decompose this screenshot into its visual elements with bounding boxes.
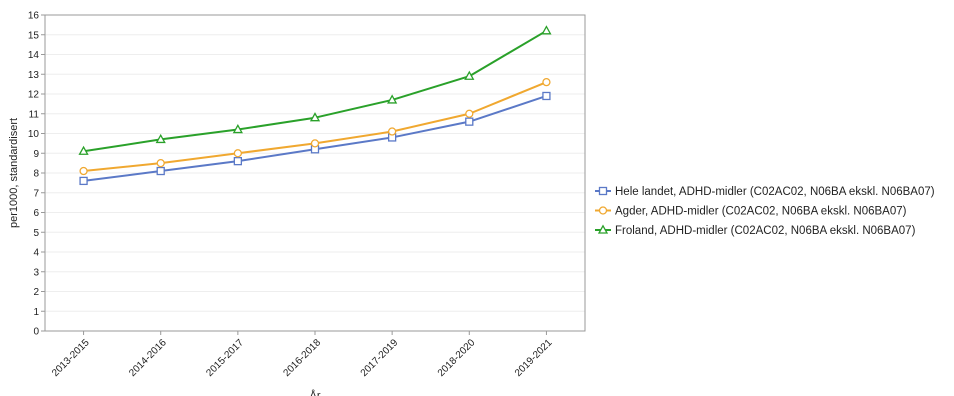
y-tick-label: 3 [33, 267, 39, 278]
y-tick-label: 6 [33, 208, 39, 219]
legend: Hele landet, ADHD-midler (C02AC02, N06BA… [595, 186, 935, 237]
legend-item: Hele landet, ADHD-midler (C02AC02, N06BA… [595, 186, 935, 198]
y-tick-label: 4 [33, 248, 39, 259]
data-point [541, 25, 552, 35]
x-tick-label: 2013-2015 [50, 337, 92, 379]
data-point [78, 145, 89, 155]
data-point [79, 176, 88, 186]
series-3 [78, 25, 552, 155]
x-axis: 2013-2015 2014-2016 2015-2017 2016-2018 2017… [50, 331, 555, 379]
series-layer [78, 25, 552, 186]
y-tick-label: 1 [33, 307, 39, 318]
data-point [79, 166, 88, 176]
x-tick-label: 2017-2019 [359, 337, 401, 379]
y-tick-label: 11 [29, 109, 40, 120]
y-tick-label: 2 [33, 287, 39, 298]
legend-item: Froland, ADHD-midler (C02AC02, N06BA eks… [595, 224, 916, 237]
y-axis-title: per1000, standardisert [8, 118, 20, 228]
data-point [464, 70, 475, 80]
legend-label: Froland, ADHD-midler (C02AC02, N06BA eks… [615, 225, 916, 237]
x-tick-label: 2019-2021 [513, 337, 555, 379]
series-1 [79, 91, 551, 186]
data-point [232, 124, 243, 134]
series-line [83, 95, 547, 182]
legend-swatch-marker [598, 206, 608, 215]
y-tick-label: 13 [28, 70, 40, 81]
legend-label: Agder, ADHD-midler (C02AC02, N06BA ekskl… [615, 206, 907, 218]
y-tick-label: 0 [33, 327, 39, 338]
y-tick-label: 10 [28, 129, 40, 140]
y-tick-label: 5 [33, 228, 39, 239]
data-point [156, 166, 165, 176]
y-tick-label: 15 [28, 30, 40, 41]
y-tick-label: 9 [33, 149, 39, 160]
grid [45, 34, 585, 312]
series-2 [79, 78, 551, 176]
data-point [465, 117, 474, 126]
y-tick-label: 12 [28, 90, 40, 101]
data-point [309, 112, 321, 122]
data-point [310, 139, 320, 148]
x-tick-label: 2015-2017 [204, 337, 246, 379]
series-line [83, 81, 547, 173]
data-point [542, 78, 551, 87]
x-axis-title: År [310, 389, 321, 396]
x-tick-label: 2018-2020 [436, 337, 478, 379]
data-point [156, 158, 165, 168]
data-point [387, 127, 397, 136]
data-point [233, 156, 243, 166]
y-tick-label: 8 [33, 169, 39, 180]
legend-label: Hele landet, ADHD-midler (C02AC02, N06BA… [615, 186, 935, 198]
legend-swatch-marker [598, 186, 608, 196]
legend-swatch-marker [597, 224, 609, 234]
data-point [542, 91, 551, 101]
data-point [155, 133, 166, 144]
legend-item: Agder, ADHD-midler (C02AC02, N06BA ekskl… [595, 206, 907, 218]
data-point [233, 149, 243, 158]
y-tick-label: 14 [28, 50, 40, 61]
y-tick-label: 16 [28, 11, 40, 22]
data-point [387, 94, 398, 104]
data-point [465, 109, 474, 118]
x-tick-label: 2016-2018 [282, 337, 324, 379]
y-tick-label: 7 [33, 188, 39, 199]
x-tick-label: 2014-2016 [127, 337, 169, 379]
